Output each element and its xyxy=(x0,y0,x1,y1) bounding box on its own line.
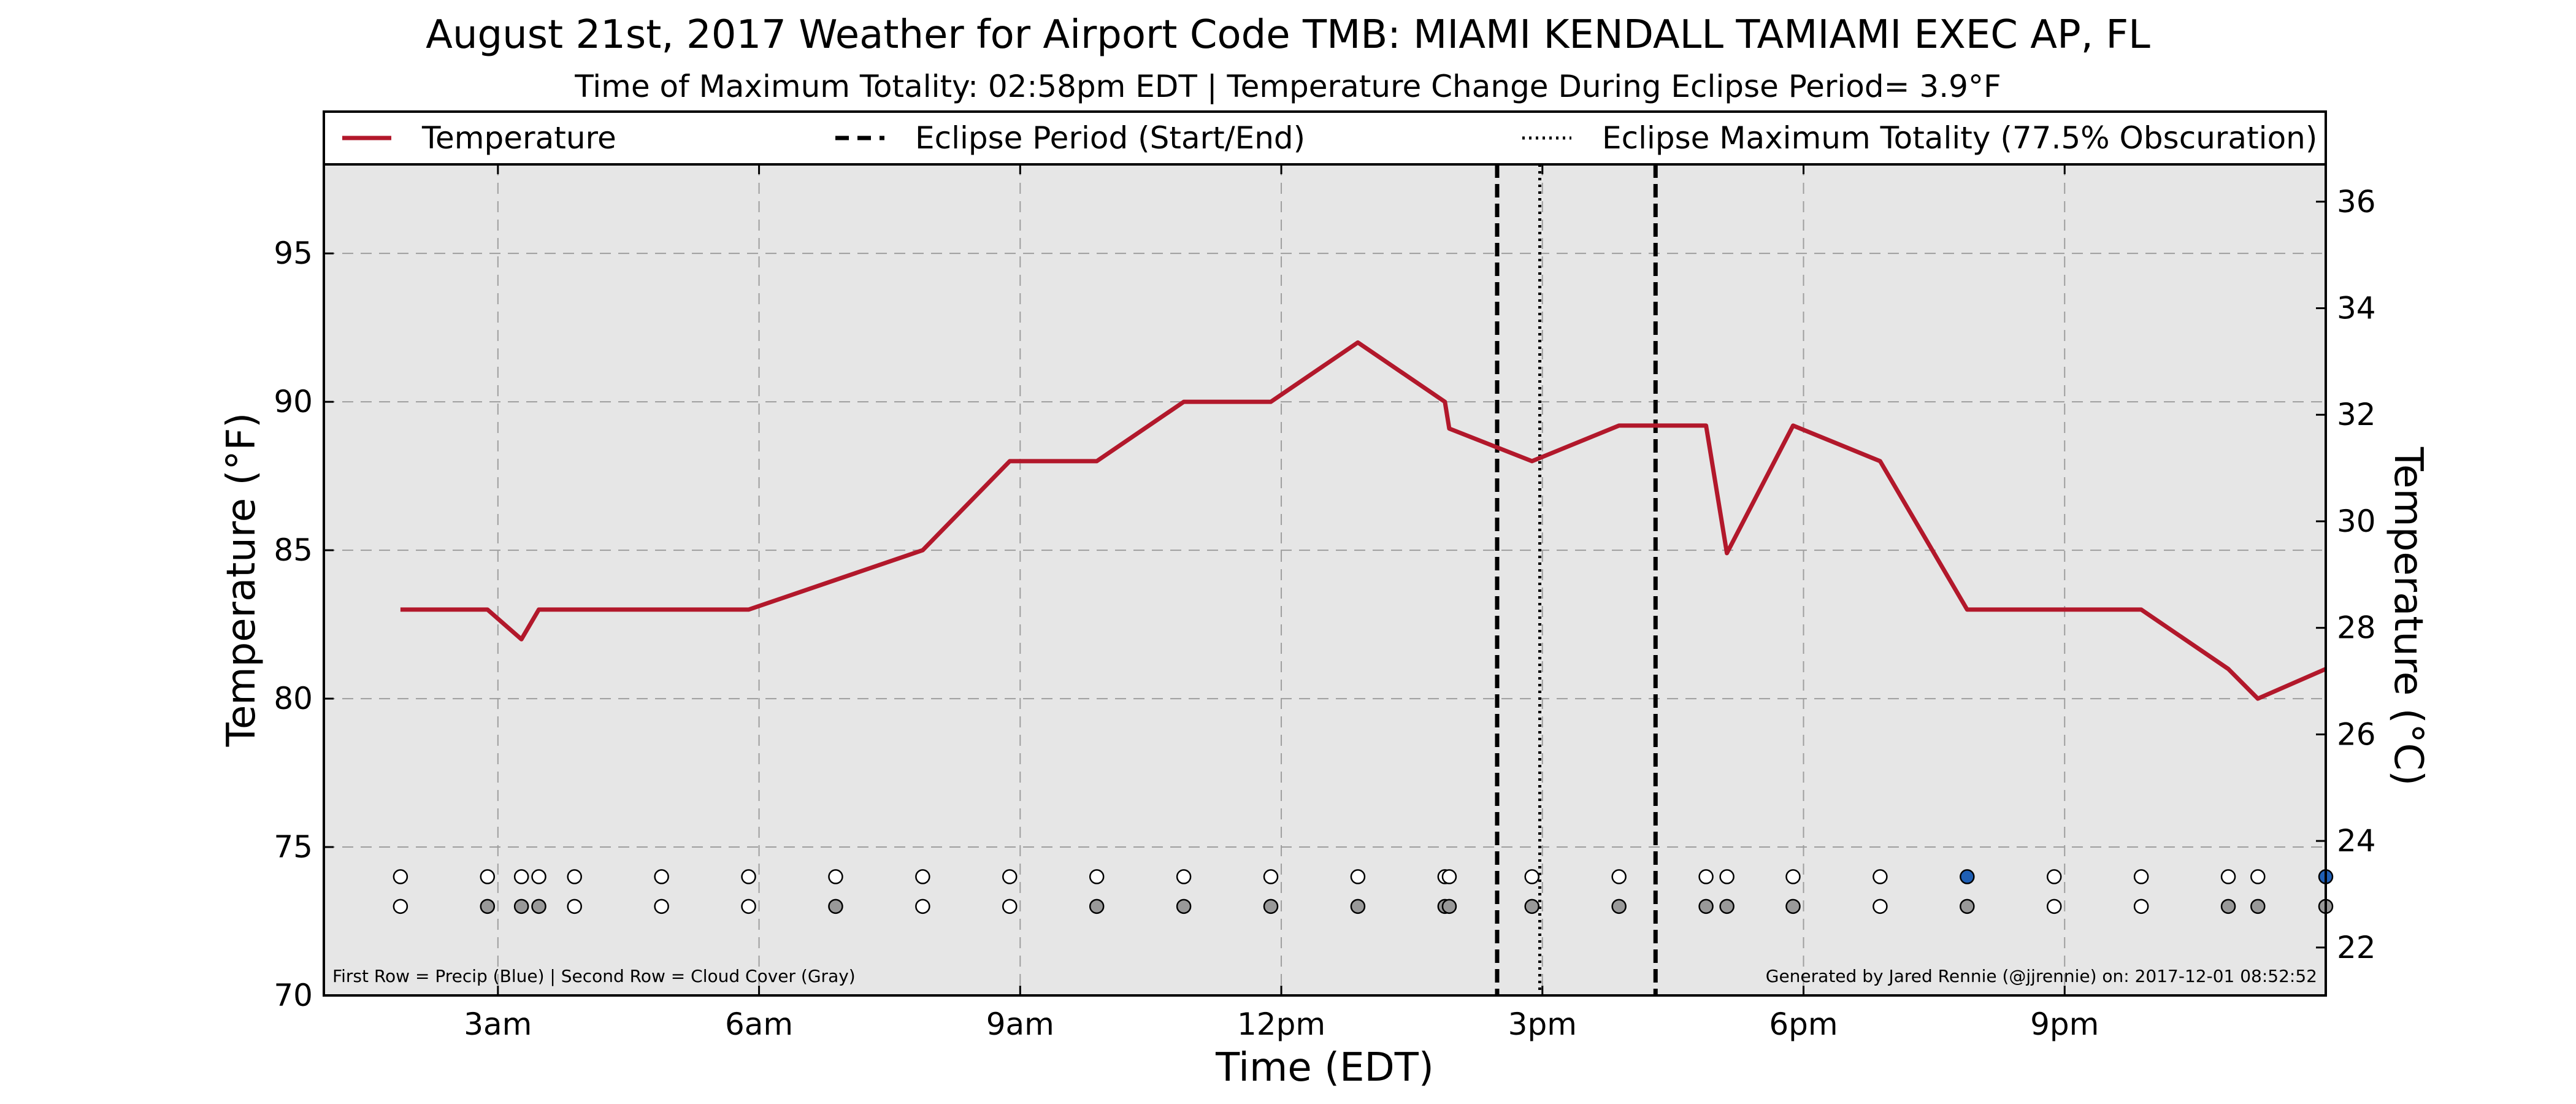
cloud-cover-marker xyxy=(1960,899,1975,914)
precip-marker xyxy=(1873,869,1888,884)
series-layer xyxy=(400,340,2327,701)
precip-marker xyxy=(531,869,546,884)
precip-marker xyxy=(2133,869,2149,884)
cloud-cover-marker xyxy=(1002,899,1018,914)
x-tick-label: 9pm xyxy=(2030,1006,2099,1042)
cloud-cover-marker xyxy=(654,899,669,914)
cloud-cover-marker xyxy=(1719,899,1735,914)
cloud-cover-marker xyxy=(915,899,930,914)
axis-ticks: 3am 6am 9am 12pm 3pm 6pm 9pm 70 75 80 85 90 95 22 24 26… xyxy=(274,164,2376,1042)
x-tick-label: 9am xyxy=(986,1006,1054,1042)
precip-marker xyxy=(1441,869,1457,884)
y-tick-label: 85 xyxy=(274,532,313,568)
y-tick-label: 95 xyxy=(274,236,313,271)
cloud-cover-marker xyxy=(2250,899,2266,914)
precip-marker xyxy=(1350,869,1366,884)
legend-box xyxy=(323,110,2327,166)
cloud-cover-marker xyxy=(1350,899,1366,914)
legend-label: Eclipse Maximum Totality (77.5% Obscurat… xyxy=(1602,120,2317,156)
cloud-cover-marker xyxy=(1785,899,1801,914)
cloud-cover-marker xyxy=(2046,899,2062,914)
cloud-cover-marker xyxy=(1176,899,1192,914)
cloud-cover-marker xyxy=(393,899,408,914)
precip-marker xyxy=(393,869,408,884)
precip-marker xyxy=(513,869,529,884)
cloud-cover-marker xyxy=(1698,899,1714,914)
cloud-cover-marker xyxy=(1441,899,1457,914)
y-right-tick-label: 26 xyxy=(2337,716,2376,752)
cloud-cover-marker xyxy=(741,899,756,914)
precip-marker xyxy=(480,869,496,884)
y-tick-label: 70 xyxy=(274,978,313,1013)
plot-area xyxy=(324,164,2326,995)
legend-label: Temperature xyxy=(421,120,616,156)
y-right-tick-label: 34 xyxy=(2337,291,2376,326)
cloud-cover-marker xyxy=(1611,899,1627,914)
precip-marker xyxy=(2046,869,2062,884)
cloud-cover-marker xyxy=(1524,899,1540,914)
precip-marker xyxy=(1960,869,1975,884)
y-tick-label: 90 xyxy=(274,384,313,420)
x-tick-label: 6pm xyxy=(1769,1006,1838,1042)
precip-marker xyxy=(1263,869,1279,884)
cloud-cover-marker xyxy=(480,899,496,914)
cloud-cover-marker xyxy=(1873,899,1888,914)
y-axis-label-left: Temperature (°F) xyxy=(219,413,264,748)
y-right-tick-label: 30 xyxy=(2337,504,2376,539)
y-axis-label-right: Temperature (°C) xyxy=(2385,447,2431,786)
y-right-tick-label: 28 xyxy=(2337,610,2376,646)
cloud-cover-marker xyxy=(2133,899,2149,914)
precip-marker xyxy=(1524,869,1540,884)
precip-marker xyxy=(1176,869,1192,884)
marker-layer xyxy=(393,869,2334,914)
x-tick-label: 3pm xyxy=(1508,1006,1577,1042)
footnote-left: First Row = Precip (Blue) | Second Row =… xyxy=(332,966,856,986)
precip-marker xyxy=(2250,869,2266,884)
precip-marker xyxy=(567,869,582,884)
chart-subtitle: Time of Maximum Totality: 02:58pm EDT | … xyxy=(574,69,2001,104)
y-tick-label: 75 xyxy=(274,829,313,865)
y-right-tick-label: 36 xyxy=(2337,184,2376,220)
precip-marker xyxy=(1002,869,1018,884)
cloud-cover-marker xyxy=(828,899,843,914)
precip-marker xyxy=(828,869,843,884)
precip-marker xyxy=(1089,869,1105,884)
cloud-cover-marker xyxy=(513,899,529,914)
x-tick-label: 3am xyxy=(464,1006,532,1042)
y-right-tick-label: 24 xyxy=(2337,823,2376,859)
x-axis-label: Time (EDT) xyxy=(1215,1045,1434,1091)
precip-marker xyxy=(1785,869,1801,884)
precip-marker xyxy=(2220,869,2236,884)
precip-marker xyxy=(654,869,669,884)
cloud-cover-marker xyxy=(2220,899,2236,914)
precip-marker xyxy=(1611,869,1627,884)
precip-marker xyxy=(915,869,930,884)
footnote-right: Generated by Jared Rennie (@jjrennie) on… xyxy=(1766,966,2317,986)
precip-marker xyxy=(1719,869,1735,884)
grid-lines xyxy=(324,164,2326,995)
cloud-cover-marker xyxy=(531,899,546,914)
precip-marker xyxy=(741,869,756,884)
y-right-tick-label: 22 xyxy=(2337,930,2376,965)
cloud-cover-marker xyxy=(567,899,582,914)
y-tick-label: 80 xyxy=(274,681,313,716)
x-tick-label: 6am xyxy=(725,1006,793,1042)
cloud-cover-marker xyxy=(1263,899,1279,914)
legend: Temperature Eclipse Period (Start/End) Ecl… xyxy=(323,110,2327,166)
y-right-tick-label: 32 xyxy=(2337,397,2376,432)
cloud-cover-marker xyxy=(1089,899,1105,914)
legend-label: Eclipse Period (Start/End) xyxy=(915,120,1305,156)
precip-marker xyxy=(1698,869,1714,884)
temperature-series-line xyxy=(400,340,2327,701)
eclipse-lines xyxy=(1495,164,1658,995)
chart-title: August 21st, 2017 Weather for Airport Co… xyxy=(426,12,2150,58)
x-tick-label: 12pm xyxy=(1237,1006,1325,1042)
